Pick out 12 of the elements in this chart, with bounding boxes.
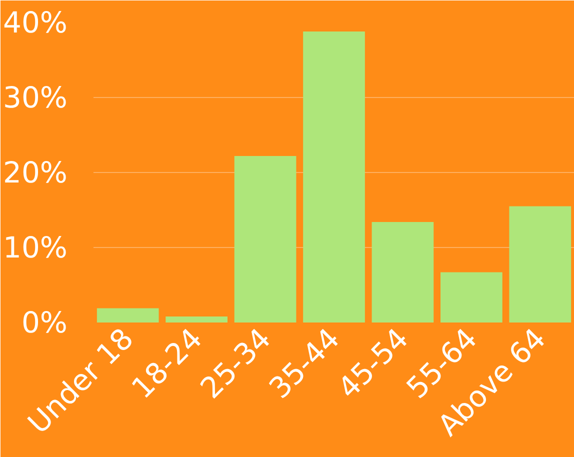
y-tick-label: 40% (3, 6, 68, 40)
bar (234, 156, 296, 322)
bar (372, 222, 434, 322)
bar (440, 272, 502, 322)
bar (303, 32, 365, 322)
y-tick-label: 0% (21, 306, 68, 340)
bar (96, 308, 159, 322)
bar (166, 316, 228, 322)
y-tick-label: 10% (3, 230, 68, 264)
bar (509, 206, 572, 322)
y-tick-label: 20% (3, 156, 68, 190)
y-tick-label: 30% (3, 80, 68, 114)
